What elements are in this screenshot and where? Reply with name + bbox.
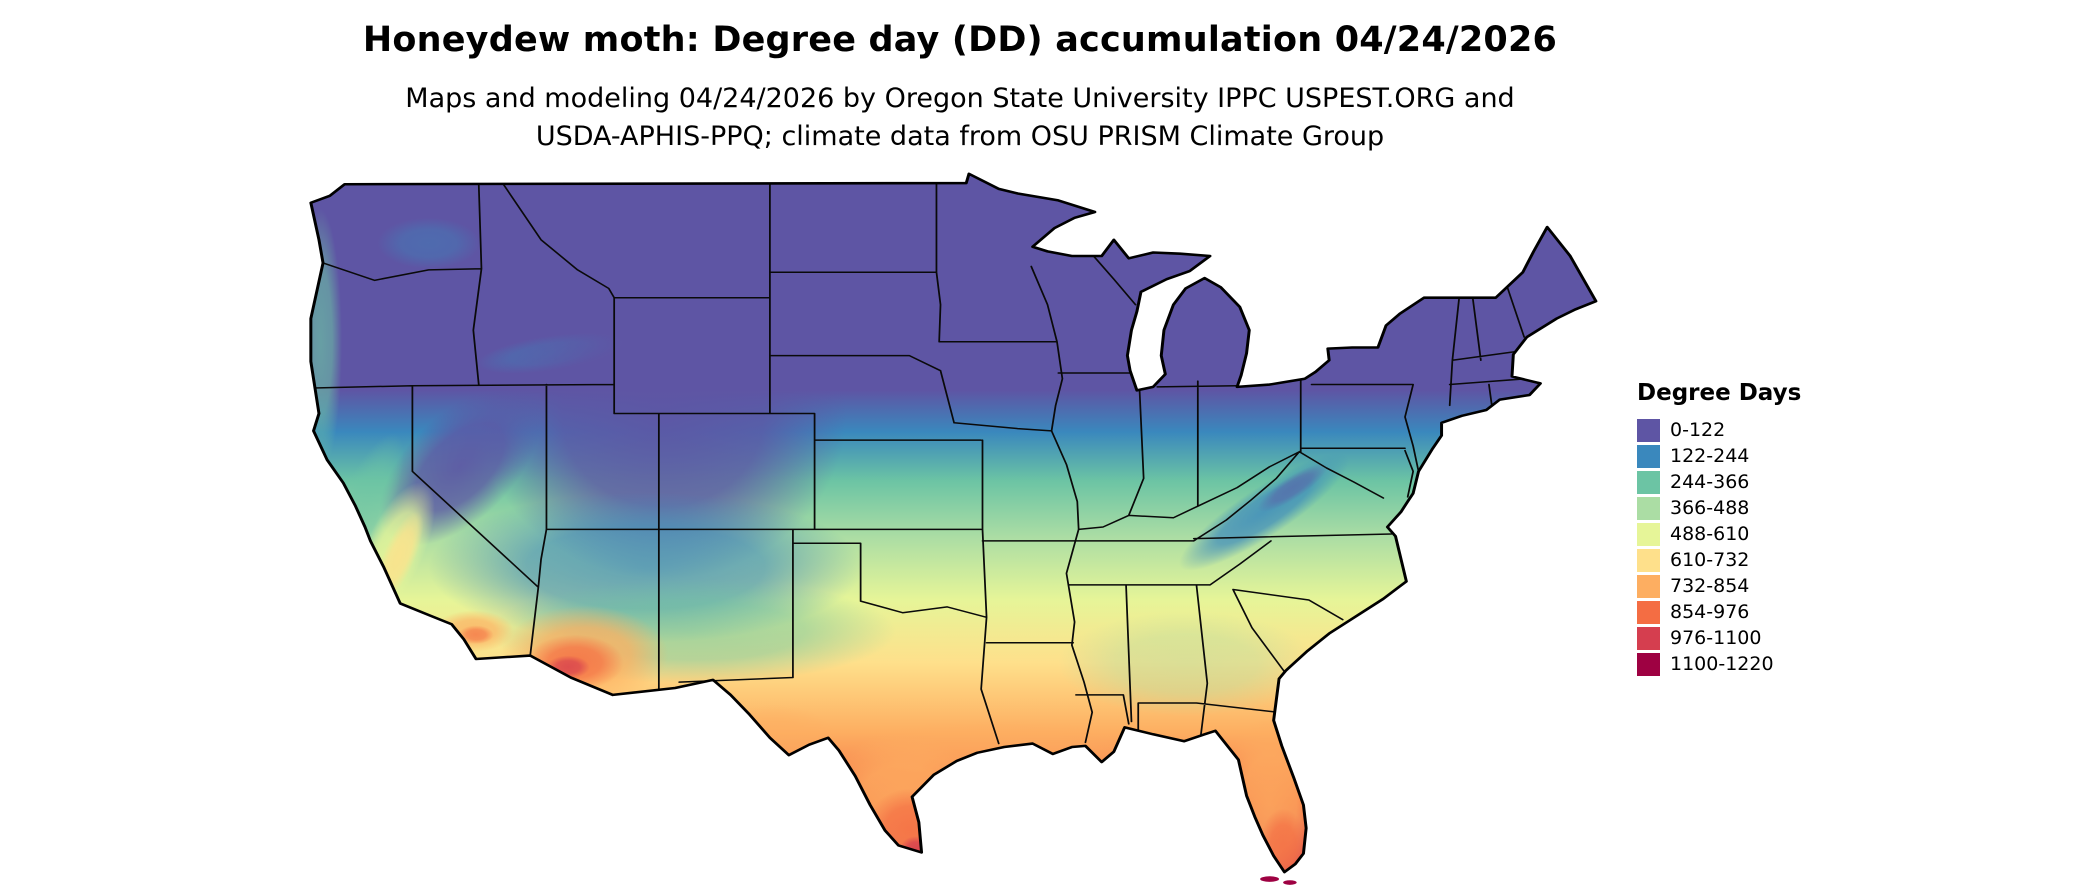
legend-label: 610-732 <box>1670 549 1750 571</box>
legend-swatch <box>1637 626 1660 650</box>
legend-entry: 488-610 <box>1637 521 1801 547</box>
legend-swatch <box>1637 444 1660 468</box>
legend-label: 0-122 <box>1670 419 1726 441</box>
legend-swatch <box>1637 548 1660 572</box>
florida-keys <box>1260 876 1297 885</box>
legend-swatch <box>1637 652 1660 676</box>
figure-title: Honeydew moth: Degree day (DD) accumulat… <box>362 20 1558 60</box>
legend-label: 854-976 <box>1670 601 1750 623</box>
legend-swatch <box>1637 522 1660 546</box>
legend-swatch <box>1637 470 1660 494</box>
legend-entry: 0-122 <box>1637 417 1801 443</box>
legend-entry: 244-366 <box>1637 469 1801 495</box>
legend-label: 244-366 <box>1670 471 1750 493</box>
legend-swatch <box>1637 418 1660 442</box>
state-borders <box>312 181 1527 745</box>
legend-label: 366-488 <box>1670 497 1750 519</box>
legend-label: 976-1100 <box>1670 627 1762 649</box>
legend-label: 1100-1220 <box>1670 653 1774 675</box>
legend-entry: 854-976 <box>1637 599 1801 625</box>
legend-entry: 976-1100 <box>1637 625 1801 651</box>
legend-swatch <box>1637 574 1660 598</box>
subtitle-line-1: Maps and modeling 04/24/2026 by Oregon S… <box>405 83 1515 114</box>
legend-label: 122-244 <box>1670 445 1750 467</box>
subtitle-line-2: USDA-APHIS-PPQ; climate data from OSU PR… <box>535 121 1385 153</box>
legend-entry: 122-244 <box>1637 443 1801 469</box>
legend-label: 732-854 <box>1670 575 1750 597</box>
legend-entry: 366-488 <box>1637 495 1801 521</box>
legend-entry: 1100-1220 <box>1637 651 1801 677</box>
legend-label: 488-610 <box>1670 523 1750 545</box>
figure-subtitle: Maps and modeling 04/24/2026 by Oregon S… <box>0 80 1920 157</box>
legend-swatch <box>1637 600 1660 624</box>
us-degree-day-map <box>309 172 1598 885</box>
legend-entry: 610-732 <box>1637 547 1801 573</box>
legend-entries: 0-122 122-244 244-366 366-488 488-610 610-732… <box>1637 417 1801 677</box>
legend-title: Degree Days <box>1637 380 1802 406</box>
legend-swatch <box>1637 496 1660 520</box>
legend: Degree Days 0-122 122-244 244-366 366-488 48… <box>1637 380 1801 677</box>
legend-entry: 732-854 <box>1637 573 1801 599</box>
